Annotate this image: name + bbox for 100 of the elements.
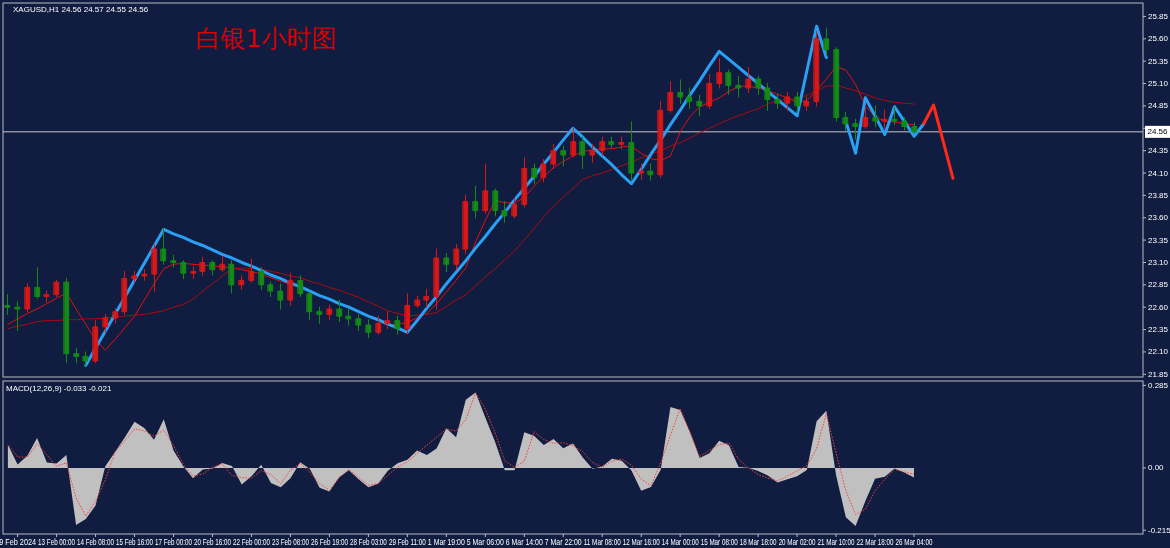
candlestick	[277, 283, 284, 310]
x-tick-label: 20 Mar 02:00	[778, 536, 816, 548]
candlestick	[228, 260, 235, 294]
candlestick	[141, 269, 148, 281]
candlestick	[511, 197, 518, 219]
candlestick	[180, 260, 187, 280]
candlestick	[521, 157, 528, 208]
candlestick	[735, 75, 742, 98]
candlestick	[131, 270, 138, 283]
candlestick	[34, 267, 41, 299]
y-tick-label: 23.10	[1148, 257, 1169, 267]
y-tick-label: 24.85	[1148, 101, 1169, 111]
candlestick	[540, 159, 547, 183]
candlestick	[647, 163, 654, 181]
candlestick	[842, 111, 849, 131]
candlestick	[375, 315, 382, 335]
candlestick	[199, 256, 206, 276]
x-tick-label: 14 Feb 08:00	[77, 536, 115, 548]
x-tick-label: 11 Mar 08:00	[583, 536, 622, 548]
candlestick	[209, 260, 216, 276]
candlestick	[384, 311, 391, 330]
x-tick-label: 1 Mar 19:00	[427, 537, 466, 548]
candlestick	[589, 143, 596, 163]
x-tick-label: 12 Mar 16:00	[622, 536, 660, 548]
y-tick-label: 22.10	[1148, 347, 1169, 357]
y-tick-label: 0.00	[1148, 463, 1165, 473]
candlestick	[696, 94, 703, 117]
candlestick	[667, 81, 674, 113]
candlestick	[238, 275, 245, 290]
y-tick-label: 21.85	[1148, 369, 1169, 379]
x-tick-label: 21 Mar 10:00	[817, 536, 855, 548]
candlestick	[423, 288, 430, 308]
candlestick	[764, 83, 771, 111]
candlestick	[911, 122, 918, 134]
candlestick	[501, 201, 508, 223]
y-tick-label: 24.35	[1148, 146, 1169, 156]
candlestick	[570, 127, 577, 158]
candlestick	[267, 281, 274, 297]
candlestick	[686, 87, 693, 110]
candlestick	[151, 244, 158, 292]
candlestick	[394, 315, 401, 335]
candlestick	[443, 253, 450, 272]
candlestick	[345, 308, 352, 326]
candlestick	[336, 299, 343, 323]
candlestick	[803, 96, 810, 111]
candlestick	[404, 293, 411, 335]
x-tick-label: 6 Mar 14:00	[505, 537, 544, 548]
candlestick	[618, 136, 625, 150]
chart-title: MACD(12,26,9) -0.033 -0.021	[6, 384, 112, 393]
candlestick	[608, 136, 615, 149]
candlestick	[306, 291, 313, 321]
x-tick-label: 17 Feb 00:00	[155, 536, 192, 548]
candlestick	[794, 91, 801, 113]
x-tick-label: 22 Mar 18:00	[856, 536, 894, 548]
candlestick	[482, 163, 489, 214]
candlestick	[531, 163, 538, 185]
candlestick	[53, 279, 60, 297]
candlestick	[453, 244, 460, 271]
candlestick	[112, 308, 119, 324]
candlestick	[121, 270, 128, 315]
candlestick	[190, 266, 197, 280]
candlestick	[725, 69, 732, 95]
y-tick-label: 25.35	[1148, 56, 1169, 66]
x-tick-label: 26 Feb 19:00	[310, 536, 348, 548]
y-tick-label: 22.35	[1148, 325, 1169, 335]
x-tick-label: 23 Feb 08:00	[271, 536, 309, 548]
x-tick-label: 7 Mar 22:00	[544, 537, 583, 548]
x-tick-label: 26 Mar 04:00	[895, 536, 933, 548]
candlestick	[677, 79, 684, 104]
x-tick-label: 20 Feb 16:00	[194, 536, 231, 548]
chart-subtitle: XAGUSD,H1 24.56 24.57 24.55 24.56	[13, 5, 149, 14]
y-tick-label: 0.285	[1148, 380, 1169, 390]
candlestick	[862, 108, 869, 129]
candlestick	[287, 272, 294, 306]
candlestick	[706, 74, 713, 110]
candlestick	[560, 145, 567, 167]
candlestick	[414, 295, 421, 308]
candlestick	[43, 290, 50, 303]
y-tick-label: 25.10	[1148, 79, 1169, 89]
candlestick	[774, 93, 781, 110]
candlestick	[365, 319, 372, 339]
y-tick-label: 25.60	[1148, 34, 1169, 44]
y-tick-label: 23.60	[1148, 213, 1169, 223]
candlestick	[881, 109, 888, 129]
x-tick-label: 22 Feb 00:00	[232, 536, 270, 548]
candlestick	[833, 47, 840, 122]
candlestick	[472, 185, 479, 219]
candlestick	[638, 163, 645, 180]
candlestick	[219, 256, 226, 272]
candlestick	[599, 136, 606, 156]
candlestick	[716, 57, 723, 89]
candlestick	[170, 254, 177, 268]
line-series	[922, 103, 955, 180]
candlestick	[872, 105, 879, 127]
candlestick	[14, 301, 21, 331]
x-tick-label: 15 Mar 08:00	[700, 536, 738, 548]
x-tick-label: 13 Feb 00:00	[38, 536, 76, 548]
candlestick	[492, 188, 499, 217]
candlestick	[579, 136, 586, 170]
candlestick	[297, 275, 304, 297]
